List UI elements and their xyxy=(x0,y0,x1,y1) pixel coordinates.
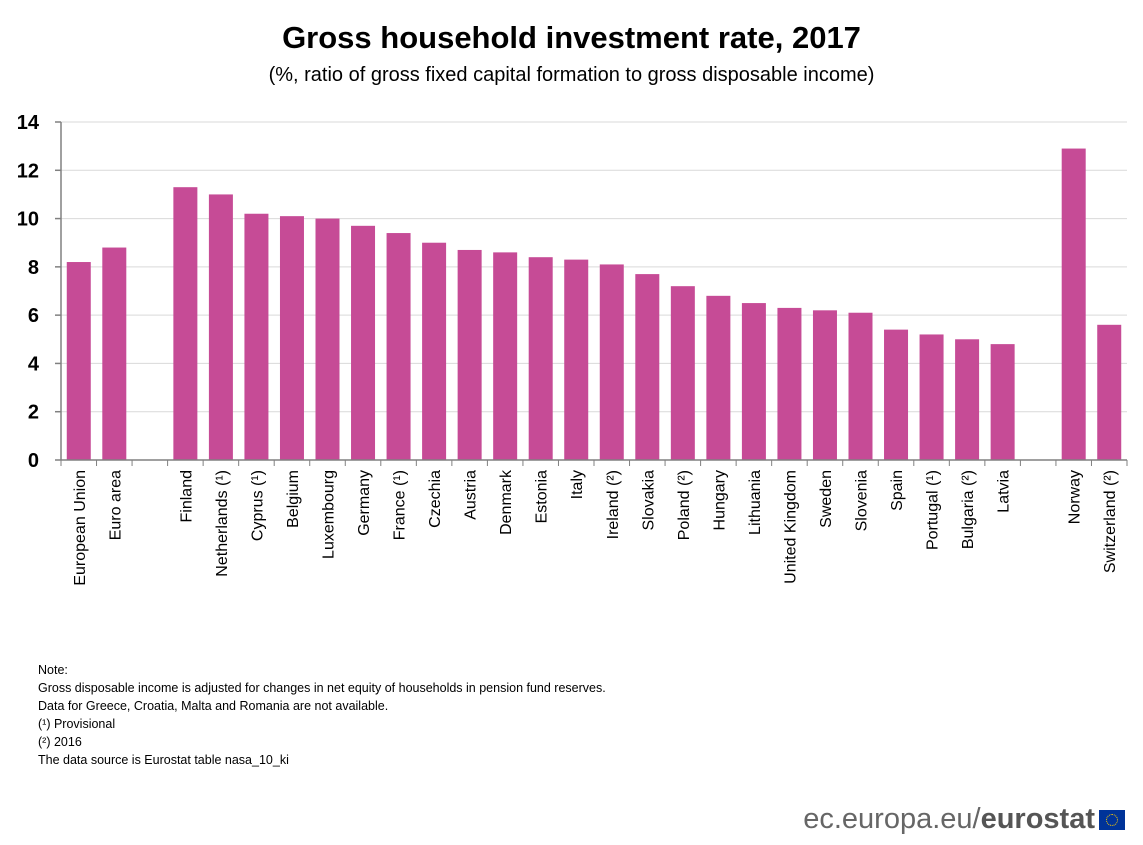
x-tick-label: United Kingdom xyxy=(782,470,799,584)
eurostat-logo: ec.europa.eu/eurostat xyxy=(803,803,1125,836)
note-line: The data source is Eurostat table nasa_1… xyxy=(38,753,289,767)
x-tick-label: Euro area xyxy=(107,470,124,540)
bar xyxy=(102,247,127,460)
bar xyxy=(919,334,944,460)
note-line: Gross disposable income is adjusted for … xyxy=(38,681,606,695)
x-tick-label: Luxembourg xyxy=(321,470,338,559)
bar xyxy=(1097,324,1122,460)
x-tick-label: Italy xyxy=(569,470,586,499)
bar xyxy=(670,286,695,460)
bar-chart: 0 2 4 6 8 10 12 14 European Union Euro area Finlan… xyxy=(17,112,1128,586)
y-tick-label: 2 xyxy=(28,402,39,424)
bar xyxy=(1061,148,1086,461)
x-tick-label: Poland (²) xyxy=(676,470,693,540)
bar xyxy=(599,264,624,460)
y-tick-label: 12 xyxy=(17,160,39,182)
bar xyxy=(422,242,447,460)
y-tick-label: 14 xyxy=(17,112,40,134)
note-line: Note: xyxy=(38,663,68,677)
x-tick-label: Germany xyxy=(356,470,373,536)
x-tick-label: Netherlands (¹) xyxy=(214,470,231,577)
bar xyxy=(564,259,589,460)
bar xyxy=(955,339,980,460)
bar xyxy=(777,307,802,460)
x-tick-label: Spain xyxy=(889,470,906,511)
bar xyxy=(848,312,873,460)
x-tick-label: Lithuania xyxy=(747,470,764,535)
x-tick-label: France (¹) xyxy=(392,470,409,540)
bar xyxy=(706,295,731,460)
x-tick-label: Portugal (¹) xyxy=(925,470,942,550)
x-tick-label: Czechia xyxy=(427,470,444,528)
bar xyxy=(279,216,304,460)
x-tick-label: Ireland (²) xyxy=(605,470,622,539)
y-tick-label: 10 xyxy=(17,209,39,231)
note-line: Data for Greece, Croatia, Malta and Roma… xyxy=(38,699,389,713)
x-tick-label: Denmark xyxy=(498,469,515,535)
x-tick-label: Austria xyxy=(463,470,480,520)
note-line: (²) 2016 xyxy=(38,735,82,749)
bar xyxy=(493,252,518,460)
x-tick-label: Switzerland (²) xyxy=(1102,470,1119,573)
bar xyxy=(741,303,766,460)
notes: Note: Gross disposable income is adjuste… xyxy=(38,661,606,769)
bar xyxy=(315,218,340,460)
bar xyxy=(990,344,1015,460)
x-tick-label: European Union xyxy=(72,470,89,586)
bar xyxy=(244,213,269,460)
bar xyxy=(351,225,376,460)
chart-title: Gross household investment rate, 2017 xyxy=(282,20,861,55)
y-tick-label: 6 xyxy=(28,305,39,327)
bar xyxy=(66,262,91,460)
x-tick-label: Hungary xyxy=(711,470,728,530)
eu-flag-icon xyxy=(1099,809,1125,830)
x-tick-label: Latvia xyxy=(996,470,1013,513)
note-line: (¹) Provisional xyxy=(38,717,116,731)
y-tick-label: 8 xyxy=(28,257,39,279)
x-tick-label: Estonia xyxy=(534,470,551,523)
logo-prefix: ec.europa.eu/ xyxy=(803,803,981,835)
x-tick-label: Finland xyxy=(178,470,195,522)
y-tick-label: 4 xyxy=(28,353,40,375)
x-tick-label: Belgium xyxy=(285,470,302,528)
x-tick-label: Cyprus (¹) xyxy=(249,470,266,541)
bar xyxy=(208,194,233,460)
bar xyxy=(884,329,909,460)
x-tick-label: Sweden xyxy=(818,470,835,528)
bar xyxy=(635,274,660,460)
chart-subtitle: (%, ratio of gross fixed capital formati… xyxy=(268,64,875,86)
bar xyxy=(457,249,482,460)
x-tick-label: Slovakia xyxy=(640,470,657,531)
bar xyxy=(386,233,411,460)
logo-brand: eurostat xyxy=(980,803,1095,835)
bar xyxy=(812,310,837,460)
bar xyxy=(173,187,198,460)
y-tick-label: 0 xyxy=(28,450,39,472)
bar xyxy=(528,257,553,460)
x-tick-label: Bulgaria (²) xyxy=(960,470,977,549)
x-tick-label: Slovenia xyxy=(854,470,871,531)
x-tick-label: Norway xyxy=(1067,470,1084,524)
